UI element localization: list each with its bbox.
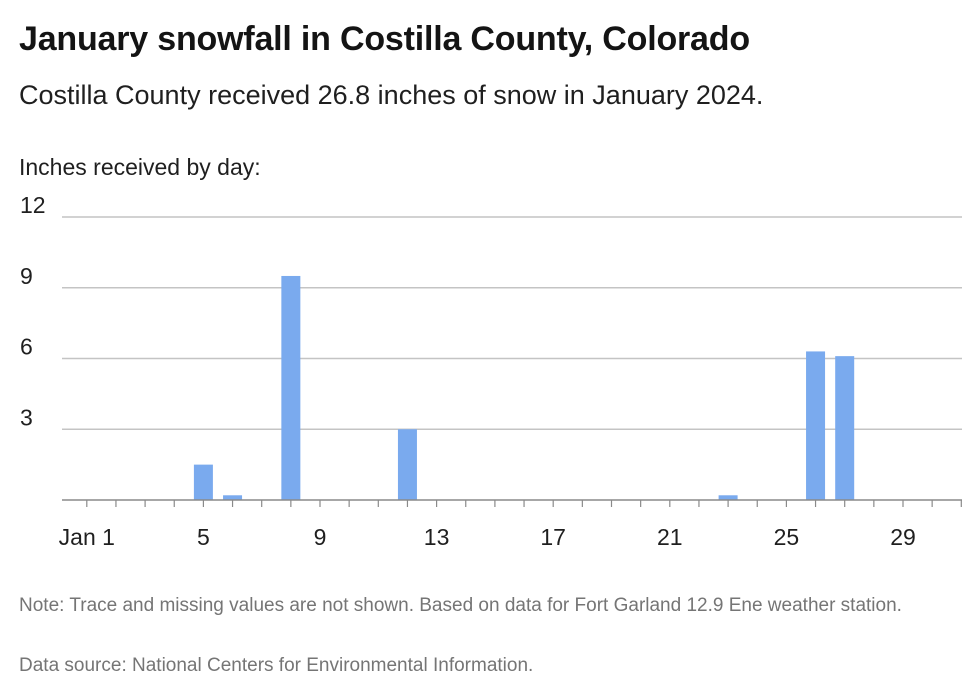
- y-axis-label: Inches received by day:: [19, 154, 261, 180]
- x-tick-label-5: 5: [197, 524, 210, 550]
- y-tick-labels: 3 6 9 12: [20, 192, 46, 430]
- bar-jan-27: [835, 356, 855, 500]
- x-tick-labels: Jan 1 5 9 13 17 21 25 29: [59, 524, 916, 550]
- x-tick-label-17: 17: [540, 524, 566, 550]
- x-tick-label-29: 29: [890, 524, 916, 550]
- data-source: Data source: National Centers for Enviro…: [19, 655, 534, 676]
- x-tick-label-9: 9: [314, 524, 327, 550]
- y-tick-label-9: 9: [20, 263, 33, 289]
- bar-jan-6: [223, 495, 243, 500]
- y-tick-label-3: 3: [20, 404, 33, 430]
- x-tick-label-13: 13: [424, 524, 450, 550]
- bar-jan-12: [397, 429, 417, 500]
- bar-chart: 3 6 9 12 Jan 1 5 9 13 17 21 25 29: [20, 192, 962, 550]
- chart-title: January snowfall in Costilla County, Col…: [19, 20, 750, 58]
- x-tick-label-25: 25: [774, 524, 800, 550]
- gridlines: [62, 216, 962, 430]
- x-tick-label-21: 21: [657, 524, 683, 550]
- bar-jan-5: [193, 464, 213, 500]
- x-axis: [62, 499, 962, 507]
- y-tick-label-6: 6: [20, 334, 33, 360]
- bars: [193, 275, 855, 500]
- bar-jan-23: [718, 495, 738, 500]
- chart-note: Note: Trace and missing values are not s…: [19, 595, 902, 616]
- bar-jan-26: [806, 351, 826, 500]
- x-tick-label-1: Jan 1: [59, 524, 115, 550]
- y-tick-label-12: 12: [20, 192, 46, 218]
- chart-subtitle: Costilla County received 26.8 inches of …: [19, 80, 764, 110]
- bar-jan-8: [281, 275, 301, 500]
